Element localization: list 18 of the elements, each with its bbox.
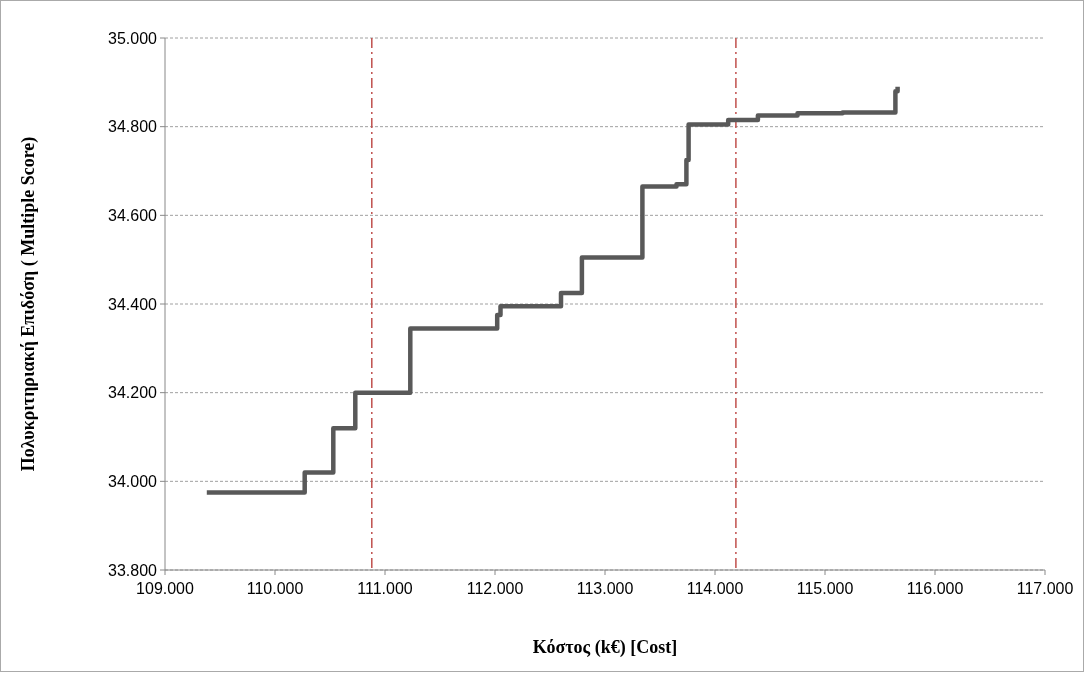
x-axis-title: Κόστος (k€) [Cost] — [532, 637, 678, 658]
x-tick-label: 113.000 — [576, 580, 634, 597]
y-tick-label: 34.400 — [108, 295, 158, 313]
x-tick-label: 109.000 — [136, 580, 195, 597]
y-axis-title: Πολυκριτηριακή Επιδόση ( Multiple Score) — [18, 136, 39, 472]
x-tick-label: 112.000 — [466, 580, 524, 597]
x-tick-label: 114.000 — [686, 580, 744, 597]
y-tick-label: 34.600 — [108, 206, 158, 224]
y-tick-label: 34.200 — [108, 384, 158, 402]
x-tick-label: 115.000 — [796, 580, 854, 597]
y-tick-label: 35.000 — [108, 29, 158, 47]
x-tick-label: 111.000 — [357, 580, 413, 597]
x-tick-label: 116.000 — [906, 580, 964, 597]
y-tick-label: 34.800 — [108, 118, 158, 136]
y-tick-label: 33.800 — [108, 561, 158, 579]
x-tick-label: 117.000 — [1016, 580, 1074, 597]
y-tick-label: 34.000 — [108, 472, 158, 490]
x-tick-label: 110.000 — [246, 580, 304, 597]
